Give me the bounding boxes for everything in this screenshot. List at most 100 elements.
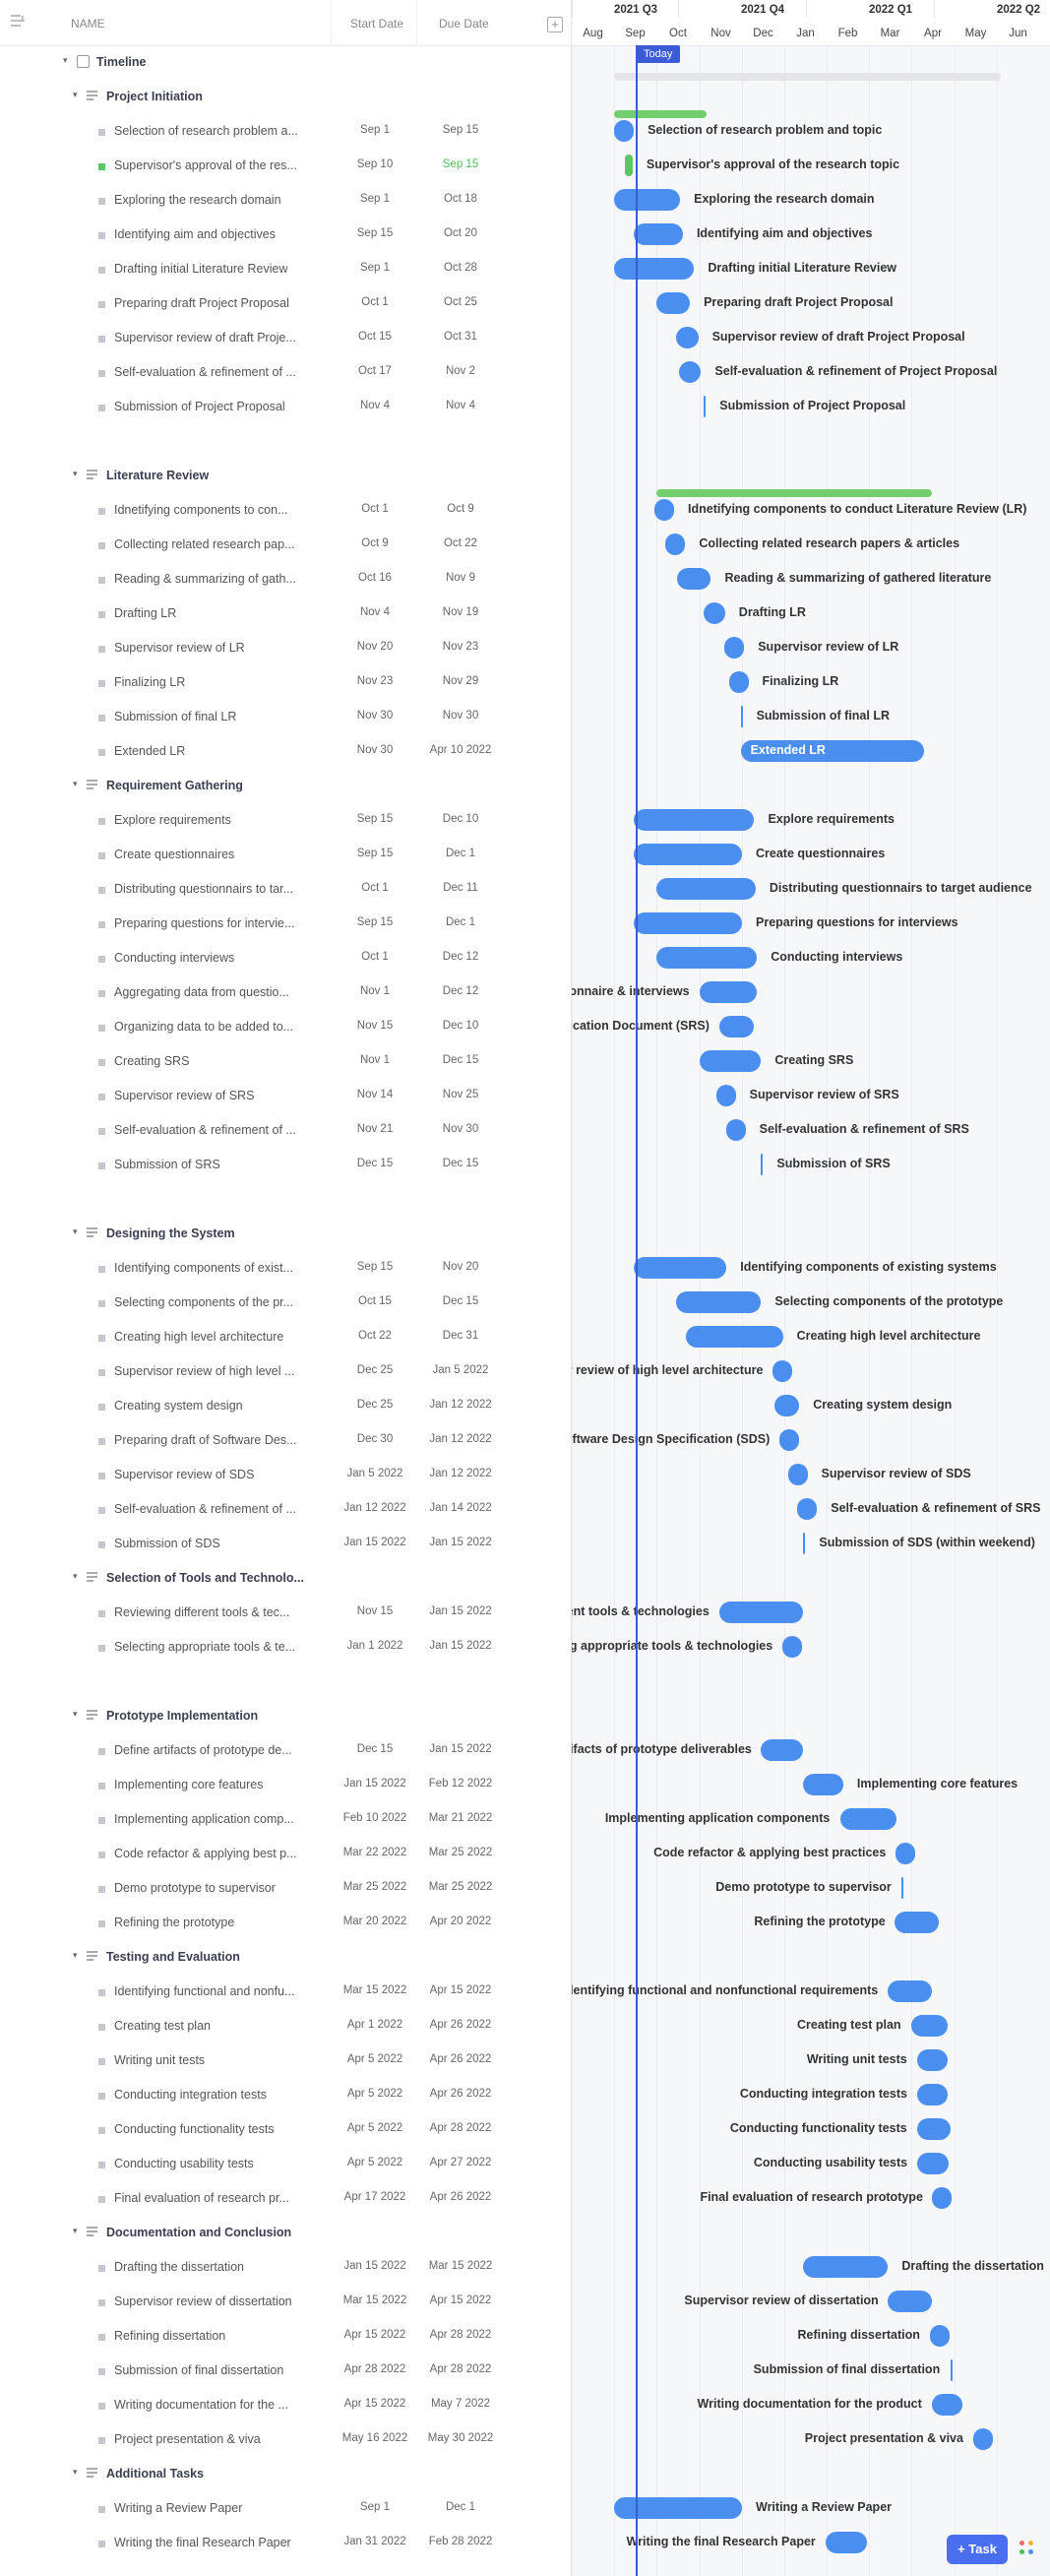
task-bar[interactable]: [719, 1602, 804, 1623]
task-bar[interactable]: [624, 155, 633, 176]
task-name[interactable]: Refining the prototype: [114, 1916, 235, 1929]
chevron-down-icon[interactable]: ▾: [73, 2226, 78, 2235]
task-bar[interactable]: [803, 1774, 843, 1795]
status-square-icon[interactable]: [98, 749, 105, 756]
task-row[interactable]: Reading & summarizing of gath... Oct 16 …: [0, 562, 571, 597]
task-name[interactable]: Conducting interviews: [114, 951, 235, 965]
task-row[interactable]: Drafting initial Literature Review Sep 1…: [0, 252, 571, 286]
due-date[interactable]: Nov 30: [442, 1123, 479, 1135]
task-name[interactable]: Creating high level architecture: [114, 1330, 284, 1344]
start-date[interactable]: Oct 1: [361, 951, 389, 963]
task-bar[interactable]: [715, 1085, 736, 1106]
group-name[interactable]: Project Initiation: [106, 90, 203, 103]
task-bar[interactable]: [656, 878, 756, 900]
task-name[interactable]: Idnetifying components to con...: [114, 503, 288, 517]
status-square-icon[interactable]: [98, 1266, 105, 1273]
task-name[interactable]: Identifying aim and objectives: [114, 227, 276, 241]
start-date[interactable]: Oct 1: [361, 296, 389, 308]
task-name[interactable]: Demo prototype to supervisor: [114, 1881, 276, 1895]
task-row[interactable]: Conducting interviews Oct 1 Dec 12: [0, 941, 571, 975]
add-task-button[interactable]: + Task: [947, 2535, 1008, 2564]
chevron-down-icon[interactable]: ▾: [73, 90, 78, 99]
task-bar[interactable]: [932, 2187, 953, 2209]
task-name[interactable]: Supervisor review of SDS: [114, 1468, 255, 1481]
group-row[interactable]: ▾ Designing the System: [0, 1217, 571, 1251]
status-square-icon[interactable]: [98, 2437, 105, 2444]
status-square-icon[interactable]: [98, 1645, 105, 1652]
start-date[interactable]: Nov 1: [359, 1054, 391, 1066]
group-row[interactable]: ▾ Selection of Tools and Technolo...: [0, 1561, 571, 1596]
status-square-icon[interactable]: [98, 921, 105, 928]
task-bar[interactable]: [803, 1533, 806, 1554]
due-date[interactable]: Jan 5 2022: [432, 1364, 489, 1376]
status-square-icon[interactable]: [98, 2334, 105, 2341]
due-date[interactable]: Mar 15 2022: [428, 2260, 493, 2272]
task-row[interactable]: Exploring the research domain Sep 1 Oct …: [0, 183, 571, 218]
task-name[interactable]: Code refactor & applying best p...: [114, 1847, 297, 1860]
task-name[interactable]: Preparing draft of Software Des...: [114, 1433, 297, 1447]
status-square-icon[interactable]: [98, 2127, 105, 2134]
status-square-icon[interactable]: [98, 336, 105, 343]
panel-divider[interactable]: [571, 0, 572, 2576]
start-date[interactable]: Oct 15: [358, 331, 392, 343]
task-name[interactable]: Extended LR: [114, 744, 186, 758]
task-row[interactable]: Writing unit tests Apr 5 2022 Apr 26 202…: [0, 2043, 571, 2078]
status-square-icon[interactable]: [98, 232, 105, 239]
task-bar[interactable]: [740, 740, 925, 762]
start-date[interactable]: Nov 1: [359, 985, 391, 997]
task-name[interactable]: Supervisor review of dissertation: [114, 2294, 292, 2308]
due-date[interactable]: Apr 26 2022: [429, 2053, 492, 2065]
task-row[interactable]: Refining the prototype Mar 20 2022 Apr 2…: [0, 1906, 571, 1940]
start-date[interactable]: Sep 1: [359, 262, 391, 274]
start-date[interactable]: Mar 22 2022: [342, 1847, 407, 1858]
due-date[interactable]: Dec 1: [445, 2501, 476, 2513]
start-date[interactable]: Nov 14: [356, 1089, 394, 1100]
start-date[interactable]: Jan 15 2022: [343, 1537, 406, 1548]
due-date[interactable]: Dec 12: [442, 951, 479, 963]
task-bar[interactable]: [896, 1843, 916, 1864]
due-date[interactable]: Oct 9: [447, 503, 474, 515]
start-date[interactable]: Jan 15 2022: [343, 2260, 406, 2272]
task-name[interactable]: Selecting appropriate tools & te...: [114, 1640, 296, 1654]
task-bar[interactable]: [634, 223, 683, 245]
task-bar[interactable]: [614, 258, 695, 280]
group-name[interactable]: Designing the System: [106, 1226, 235, 1240]
group-row[interactable]: ▾ Literature Review: [0, 459, 571, 493]
due-date[interactable]: May 30 2022: [427, 2432, 494, 2444]
chevron-down-icon[interactable]: ▾: [73, 1709, 78, 1719]
task-name[interactable]: Conducting functionality tests: [114, 2122, 275, 2136]
status-square-icon[interactable]: [98, 1162, 105, 1169]
start-date[interactable]: May 16 2022: [341, 2432, 408, 2444]
chevron-down-icon[interactable]: ▾: [73, 2467, 78, 2477]
chevron-down-icon[interactable]: ▾: [73, 1226, 78, 1236]
due-date[interactable]: Apr 28 2022: [429, 2122, 492, 2134]
task-name[interactable]: Refining dissertation: [114, 2329, 226, 2343]
group-name[interactable]: Requirement Gathering: [106, 779, 243, 792]
task-name[interactable]: Preparing questions for intervie...: [114, 916, 295, 930]
task-name[interactable]: Selecting components of the pr...: [114, 1295, 294, 1309]
task-name[interactable]: Finalizing LR: [114, 675, 186, 689]
due-date[interactable]: Apr 15 2022: [429, 1984, 492, 1996]
status-square-icon[interactable]: [98, 887, 105, 894]
task-name[interactable]: Drafting initial Literature Review: [114, 262, 288, 276]
group-row[interactable]: ▾ Project Initiation: [0, 80, 571, 114]
apps-icon[interactable]: [1014, 2535, 1043, 2564]
task-name[interactable]: Selection of research problem a...: [114, 124, 298, 138]
group-row[interactable]: ▾ Timeline: [0, 45, 571, 80]
task-name[interactable]: Preparing draft Project Proposal: [114, 296, 289, 310]
due-date[interactable]: Mar 25 2022: [428, 1881, 493, 1893]
due-date[interactable]: Apr 27 2022: [429, 2157, 492, 2168]
task-row[interactable]: Preparing draft Project Proposal Oct 1 O…: [0, 286, 571, 321]
due-date[interactable]: Dec 15: [442, 1158, 479, 1169]
start-date[interactable]: Jan 12 2022: [343, 1502, 406, 1514]
task-name[interactable]: Submission of final dissertation: [114, 2363, 284, 2377]
task-name[interactable]: Create questionnaires: [114, 848, 235, 861]
task-bar[interactable]: [740, 706, 743, 727]
task-bar[interactable]: [916, 2118, 951, 2140]
status-square-icon[interactable]: [98, 1541, 105, 1548]
task-bar[interactable]: [677, 568, 711, 590]
task-row[interactable]: Conducting usability tests Apr 5 2022 Ap…: [0, 2147, 571, 2181]
task-bar[interactable]: [614, 120, 635, 142]
due-date[interactable]: Dec 11: [443, 882, 478, 894]
status-square-icon[interactable]: [98, 2196, 105, 2203]
